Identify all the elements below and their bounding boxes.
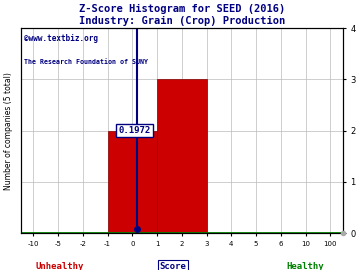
Text: Unhealthy: Unhealthy (36, 262, 84, 270)
Text: ©www.textbiz.org: ©www.textbiz.org (24, 34, 98, 43)
Y-axis label: Number of companies (5 total): Number of companies (5 total) (4, 72, 13, 190)
Bar (157, 79, 207, 233)
Text: Score: Score (159, 262, 186, 270)
Text: The Research Foundation of SUNY: The Research Foundation of SUNY (24, 59, 148, 65)
Bar (108, 131, 157, 233)
Text: Healthy: Healthy (286, 262, 324, 270)
Text: 0.1972: 0.1972 (118, 126, 151, 135)
Title: Z-Score Histogram for SEED (2016)
Industry: Grain (Crop) Production: Z-Score Histogram for SEED (2016) Indust… (79, 4, 285, 26)
